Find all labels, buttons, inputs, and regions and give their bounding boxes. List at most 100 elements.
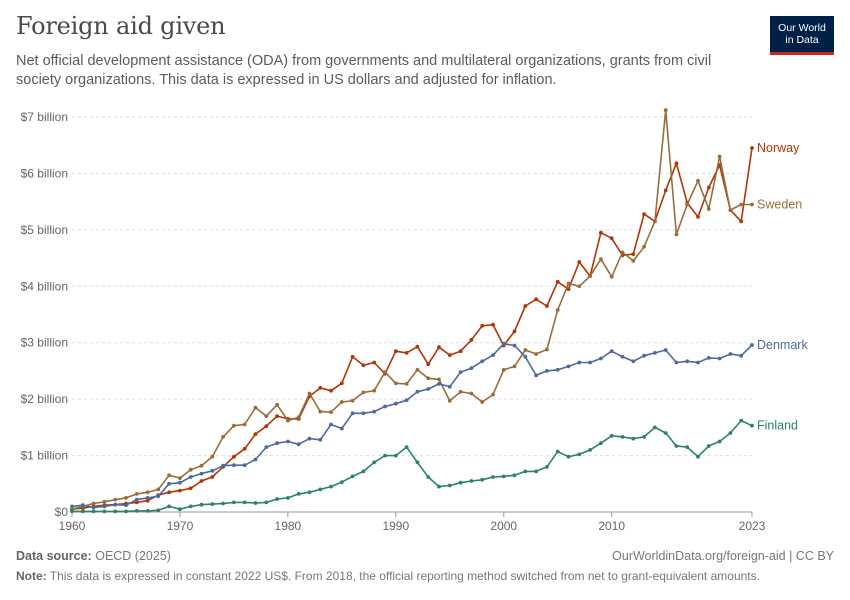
data-point [286, 496, 290, 500]
data-point [663, 431, 668, 435]
data-point [545, 347, 549, 352]
data-point [275, 414, 279, 418]
data-point [221, 501, 226, 506]
data-point [631, 252, 636, 256]
data-point [393, 381, 398, 386]
data-point [631, 359, 636, 364]
logo-line-2: in Data [785, 34, 819, 46]
data-point [134, 497, 139, 502]
data-point [480, 477, 485, 482]
data-point [437, 345, 441, 350]
data-point [91, 505, 96, 510]
data-point [566, 454, 571, 459]
data-point [210, 468, 215, 473]
data-point [588, 448, 592, 452]
data-point [232, 454, 236, 459]
data-point [653, 351, 657, 355]
data-point [296, 442, 301, 447]
data-point [566, 281, 571, 286]
chart-url[interactable]: OurWorldinData.org/foreign-aid | CC BY [612, 549, 834, 563]
series-lines [70, 108, 754, 514]
data-point [113, 509, 118, 514]
data-point [318, 437, 323, 442]
data-point [134, 500, 139, 505]
owid-logo[interactable]: Our World in Data [770, 16, 834, 55]
series-denmark [70, 341, 754, 510]
data-point [534, 352, 538, 356]
data-point [80, 503, 85, 508]
y-tick-label: $7 billion [21, 110, 68, 124]
data-point [145, 498, 150, 503]
data-point [286, 418, 290, 423]
data-point [415, 344, 420, 349]
data-point [458, 480, 463, 485]
data-point [404, 398, 409, 403]
data-point [577, 452, 582, 457]
series-label-denmark: Denmark [757, 338, 808, 352]
data-point [620, 354, 625, 359]
data-point [674, 232, 679, 237]
data-source-link[interactable]: OECD (2025) [95, 549, 171, 563]
data-point [653, 219, 657, 224]
data-point [491, 475, 495, 479]
data-point [102, 509, 107, 514]
data-point [588, 360, 592, 365]
data-point [491, 392, 495, 397]
data-point [512, 343, 517, 348]
data-point [706, 207, 711, 211]
data-point [523, 469, 528, 474]
data-point [706, 444, 711, 448]
data-point [275, 441, 279, 446]
data-point [156, 508, 161, 513]
data-point [437, 377, 441, 382]
data-point [199, 471, 204, 476]
data-point [663, 348, 668, 352]
data-point [685, 445, 690, 449]
data-point [253, 432, 258, 436]
data-point [275, 402, 279, 407]
data-point [717, 356, 722, 361]
data-point [383, 370, 387, 374]
x-tick-label: 1980 [275, 519, 302, 533]
data-point [739, 219, 744, 224]
data-point [501, 367, 506, 372]
data-point [458, 349, 463, 354]
data-point [102, 504, 107, 509]
data-point [221, 463, 226, 468]
data-point [728, 352, 733, 356]
data-point [350, 411, 355, 416]
data-point [199, 479, 204, 483]
data-point [545, 304, 549, 308]
page-title: Foreign aid given [16, 12, 226, 40]
data-point [188, 486, 193, 491]
data-point [750, 343, 754, 347]
series-label-sweden: Sweden [757, 197, 802, 211]
data-point [415, 367, 420, 372]
series-line [71, 147, 753, 510]
data-point [642, 353, 646, 358]
data-point [124, 509, 128, 514]
data-point [329, 484, 333, 489]
data-point [372, 409, 377, 414]
data-point [210, 502, 215, 506]
data-point [426, 362, 431, 367]
data-point [145, 496, 150, 500]
data-point [599, 230, 603, 235]
data-point [555, 367, 560, 372]
data-point [145, 509, 150, 513]
data-point [307, 490, 312, 495]
series-line [71, 342, 753, 509]
data-point [512, 364, 517, 369]
data-point [307, 391, 312, 396]
series-sweden [70, 108, 754, 512]
data-point [577, 260, 582, 264]
data-point [480, 359, 485, 364]
data-point [706, 185, 711, 190]
data-point [577, 360, 582, 365]
data-source-label: Data source: [16, 549, 92, 563]
data-point [447, 353, 452, 357]
series-label-finland: Finland [757, 419, 798, 433]
y-tick-label: $2 billion [21, 392, 68, 406]
data-point [178, 476, 182, 480]
data-point [750, 202, 754, 207]
